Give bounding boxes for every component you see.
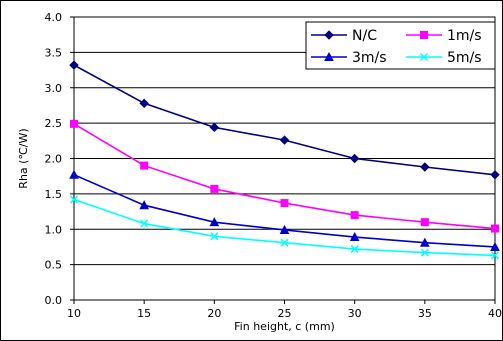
y-tick-label: 3.0 — [45, 82, 63, 95]
data-point-triangle — [139, 200, 150, 210]
data-point-triangle — [279, 224, 290, 234]
x-tick-label: 20 — [207, 307, 221, 320]
series-layer — [69, 60, 500, 260]
data-point-diamond — [349, 153, 360, 164]
data-point-diamond — [490, 170, 500, 180]
data-point-square — [420, 31, 428, 39]
x-tick-label: 30 — [348, 307, 362, 320]
y-tick-label: 1.0 — [45, 223, 63, 236]
legend-item: 1m/s — [406, 28, 482, 44]
x-tick-label: 10 — [67, 307, 81, 320]
data-point-x — [69, 195, 79, 204]
data-point-x — [420, 248, 429, 257]
y-tick-label: 1.5 — [45, 188, 63, 201]
series-line — [73, 174, 496, 248]
legend-label: N/C — [352, 28, 377, 44]
data-point-square — [350, 211, 359, 220]
x-tick-label: 15 — [137, 307, 151, 320]
data-point-square — [210, 184, 219, 193]
legend-label: 1m/s — [447, 28, 482, 44]
data-point-x — [490, 251, 500, 260]
legend-item: 3m/s — [311, 50, 387, 66]
y-tick-label: 2.5 — [45, 117, 63, 130]
y-axis-label: Rha (℃/W) — [17, 128, 30, 188]
legend: N/C 1m/s 3m/s 5m/s — [305, 21, 496, 70]
data-point-x — [419, 52, 429, 62]
data-point-x — [350, 245, 359, 254]
x-tick-label: 40 — [488, 307, 502, 320]
data-point-diamond — [209, 122, 220, 133]
y-tick-label: 0.0 — [45, 294, 63, 307]
legend-label: 3m/s — [352, 50, 387, 66]
x-tick-label: 25 — [278, 307, 292, 320]
data-point-diamond — [279, 135, 290, 145]
legend-label: 5m/s — [447, 50, 482, 66]
series-1 — [70, 119, 499, 233]
x-axis-ticks: 10 15 20 25 30 35 40 — [67, 300, 502, 320]
data-point-x — [140, 219, 149, 228]
y-axis-ticks: 0.0 0.5 1.0 1.5 2.0 2.5 3.0 3.5 4.0 — [45, 11, 74, 307]
data-point-x — [280, 238, 289, 247]
data-point-square — [491, 224, 499, 233]
y-tick-label: 3.5 — [45, 46, 63, 59]
data-point-triangle — [209, 217, 220, 227]
data-point-diamond — [420, 162, 430, 172]
x-tick-label: 35 — [418, 307, 432, 320]
series-2 — [69, 169, 500, 251]
data-point-triangle — [490, 241, 500, 251]
data-point-square — [140, 161, 149, 170]
data-point-square — [420, 218, 429, 227]
data-point-diamond — [69, 60, 79, 70]
y-tick-label: 2.0 — [45, 153, 63, 166]
y-tick-label: 4.0 — [45, 11, 63, 24]
series-0 — [69, 60, 500, 180]
series-3 — [69, 195, 500, 260]
data-point-square — [70, 119, 78, 128]
data-point-triangle — [349, 231, 360, 242]
legend-item: N/C — [311, 28, 377, 44]
legend-box — [305, 21, 496, 70]
data-point-triangle — [420, 237, 430, 247]
legend-item: 5m/s — [406, 50, 482, 66]
x-axis-label: Fin height, c (mm) — [234, 320, 335, 333]
y-tick-label: 0.5 — [45, 259, 63, 272]
data-point-triangle — [69, 169, 79, 179]
data-point-square — [280, 199, 289, 208]
data-point-x — [210, 232, 219, 241]
data-point-triangle — [324, 51, 334, 61]
data-point-diamond — [139, 98, 149, 109]
data-point-diamond — [324, 30, 334, 40]
